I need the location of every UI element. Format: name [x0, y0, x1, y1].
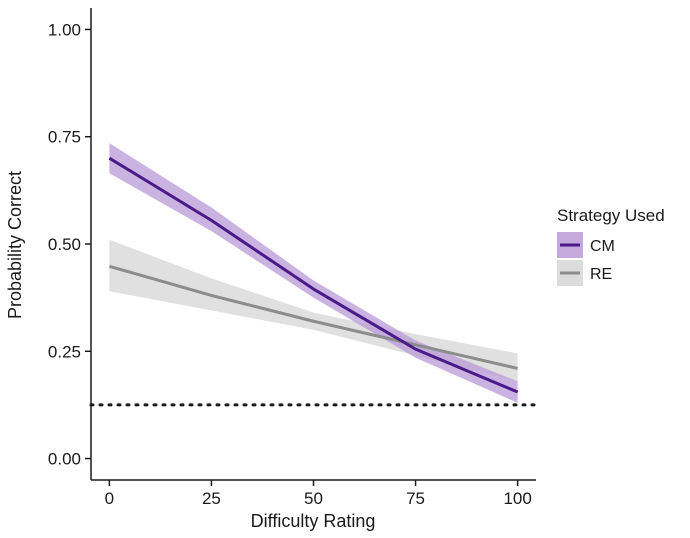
series-line-cm: [108, 156, 519, 394]
y-axis-title: Probability Correct: [5, 171, 25, 319]
legend-title: Strategy Used: [557, 206, 665, 225]
legend-label-cm: CM: [590, 238, 615, 255]
x-tick-label: 100: [503, 489, 531, 508]
x-tick-label: 75: [406, 489, 425, 508]
legend: Strategy Used CM RE: [557, 206, 665, 286]
series-line-re: [108, 264, 518, 370]
legend-label-re: RE: [590, 266, 612, 283]
x-tick-label: 0: [105, 489, 114, 508]
series-lines: [108, 156, 519, 394]
band-cm: [109, 143, 518, 403]
y-tick-label: 1.00: [48, 20, 81, 39]
axes: [90, 8, 536, 481]
ticks: 0 25 50 75 100 0.00 0.25 0.50 0.75 1.00: [48, 20, 532, 508]
y-tick-label: 0.25: [48, 342, 81, 361]
x-tick-label: 50: [304, 489, 323, 508]
x-axis-title: Difficulty Rating: [251, 511, 376, 531]
y-tick-label: 0.00: [48, 450, 81, 469]
y-tick-label: 0.50: [48, 235, 81, 254]
x-tick-label: 25: [202, 489, 221, 508]
y-tick-label: 0.75: [48, 128, 81, 147]
confidence-bands: [109, 143, 518, 403]
